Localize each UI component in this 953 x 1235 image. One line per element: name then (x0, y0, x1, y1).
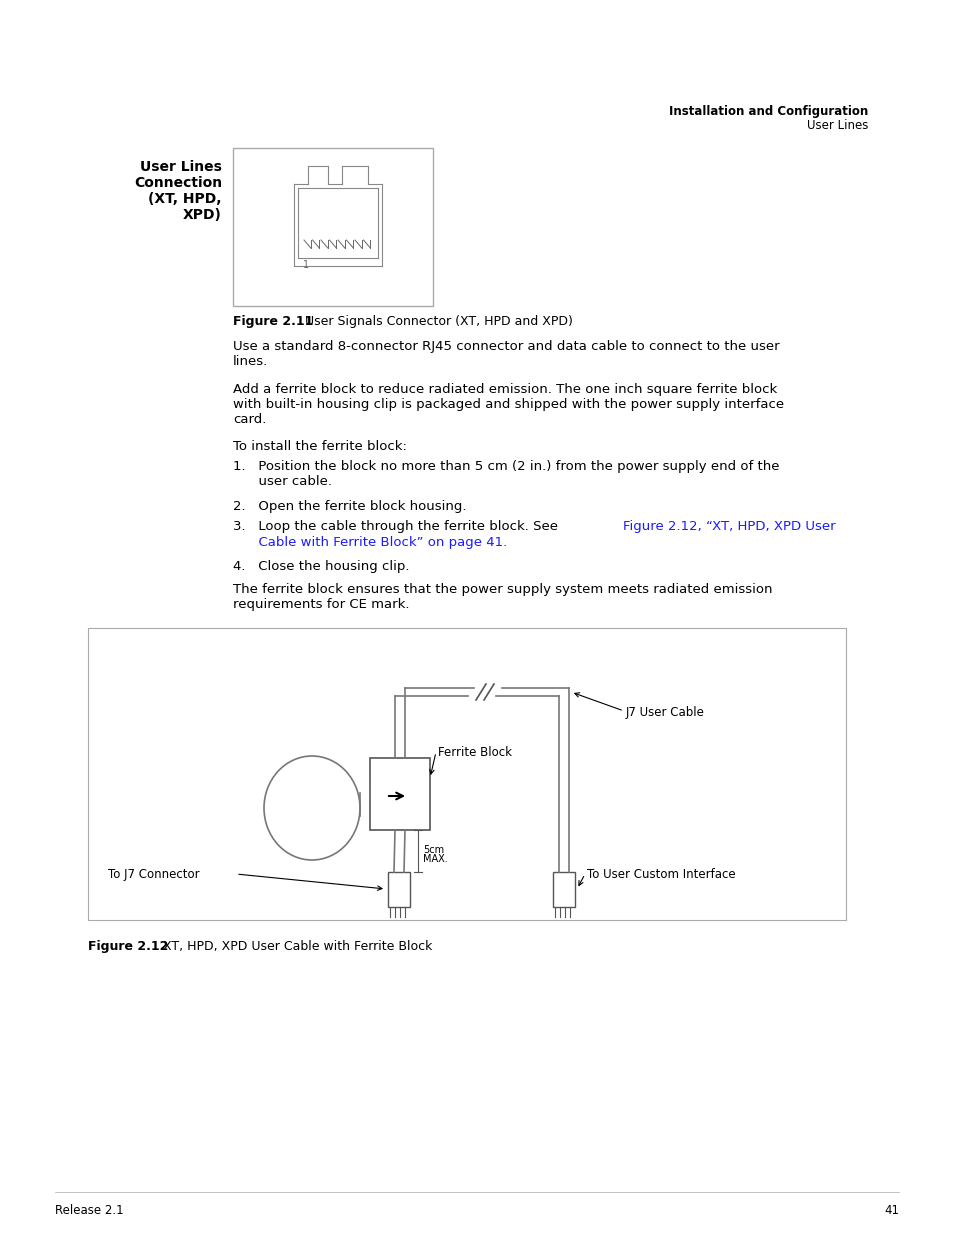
Text: 4.   Close the housing clip.: 4. Close the housing clip. (233, 559, 409, 573)
Text: Ferrite Block: Ferrite Block (437, 746, 512, 760)
Text: XPD): XPD) (183, 207, 222, 222)
Bar (233, 148, 433, 306)
Text: Use a standard 8-connector RJ45 connector and data cable to connect to the user: Use a standard 8-connector RJ45 connecto… (233, 340, 779, 353)
Bar (88, 629, 845, 920)
Text: 5cm: 5cm (422, 845, 444, 855)
Text: 2.   Open the ferrite block housing.: 2. Open the ferrite block housing. (233, 500, 466, 513)
Text: 41: 41 (883, 1204, 898, 1216)
Text: User Lines: User Lines (806, 119, 867, 132)
Text: To User Custom Interface: To User Custom Interface (586, 868, 735, 881)
Bar (388, 872, 410, 906)
Bar (370, 758, 430, 830)
Text: J7 User Cable: J7 User Cable (625, 706, 704, 719)
Text: 3.   Loop the cable through the ferrite block. See: 3. Loop the cable through the ferrite bl… (233, 520, 561, 534)
Text: The ferrite block ensures that the power supply system meets radiated emission: The ferrite block ensures that the power… (233, 583, 772, 597)
Text: User Signals Connector (XT, HPD and XPD): User Signals Connector (XT, HPD and XPD) (305, 315, 572, 329)
Text: To install the ferrite block:: To install the ferrite block: (233, 440, 406, 453)
Text: To J7 Connector: To J7 Connector (108, 868, 199, 881)
Text: Cable with Ferrite Block” on page 41.: Cable with Ferrite Block” on page 41. (233, 536, 507, 550)
Text: MAX.: MAX. (422, 853, 447, 864)
Text: (XT, HPD,: (XT, HPD, (149, 191, 222, 206)
Text: Add a ferrite block to reduce radiated emission. The one inch square ferrite blo: Add a ferrite block to reduce radiated e… (233, 383, 777, 396)
Bar (553, 872, 575, 906)
Text: user cable.: user cable. (233, 475, 332, 488)
Text: Figure 2.11: Figure 2.11 (233, 315, 313, 329)
Text: Figure 2.12: Figure 2.12 (88, 940, 168, 953)
Text: lines.: lines. (233, 354, 268, 368)
Text: Installation and Configuration: Installation and Configuration (668, 105, 867, 119)
Text: with built-in housing clip is packaged and shipped with the power supply interfa: with built-in housing clip is packaged a… (233, 398, 783, 411)
Text: 1.   Position the block no more than 5 cm (2 in.) from the power supply end of t: 1. Position the block no more than 5 cm … (233, 459, 779, 473)
Text: 1: 1 (303, 261, 309, 270)
Text: Release 2.1: Release 2.1 (55, 1204, 124, 1216)
Text: User Lines: User Lines (140, 161, 222, 174)
Text: requirements for CE mark.: requirements for CE mark. (233, 598, 409, 611)
Text: Figure 2.12, “XT, HPD, XPD User: Figure 2.12, “XT, HPD, XPD User (622, 520, 835, 534)
Text: XT, HPD, XPD User Cable with Ferrite Block: XT, HPD, XPD User Cable with Ferrite Blo… (163, 940, 432, 953)
Text: card.: card. (233, 412, 266, 426)
Text: Connection: Connection (133, 177, 222, 190)
